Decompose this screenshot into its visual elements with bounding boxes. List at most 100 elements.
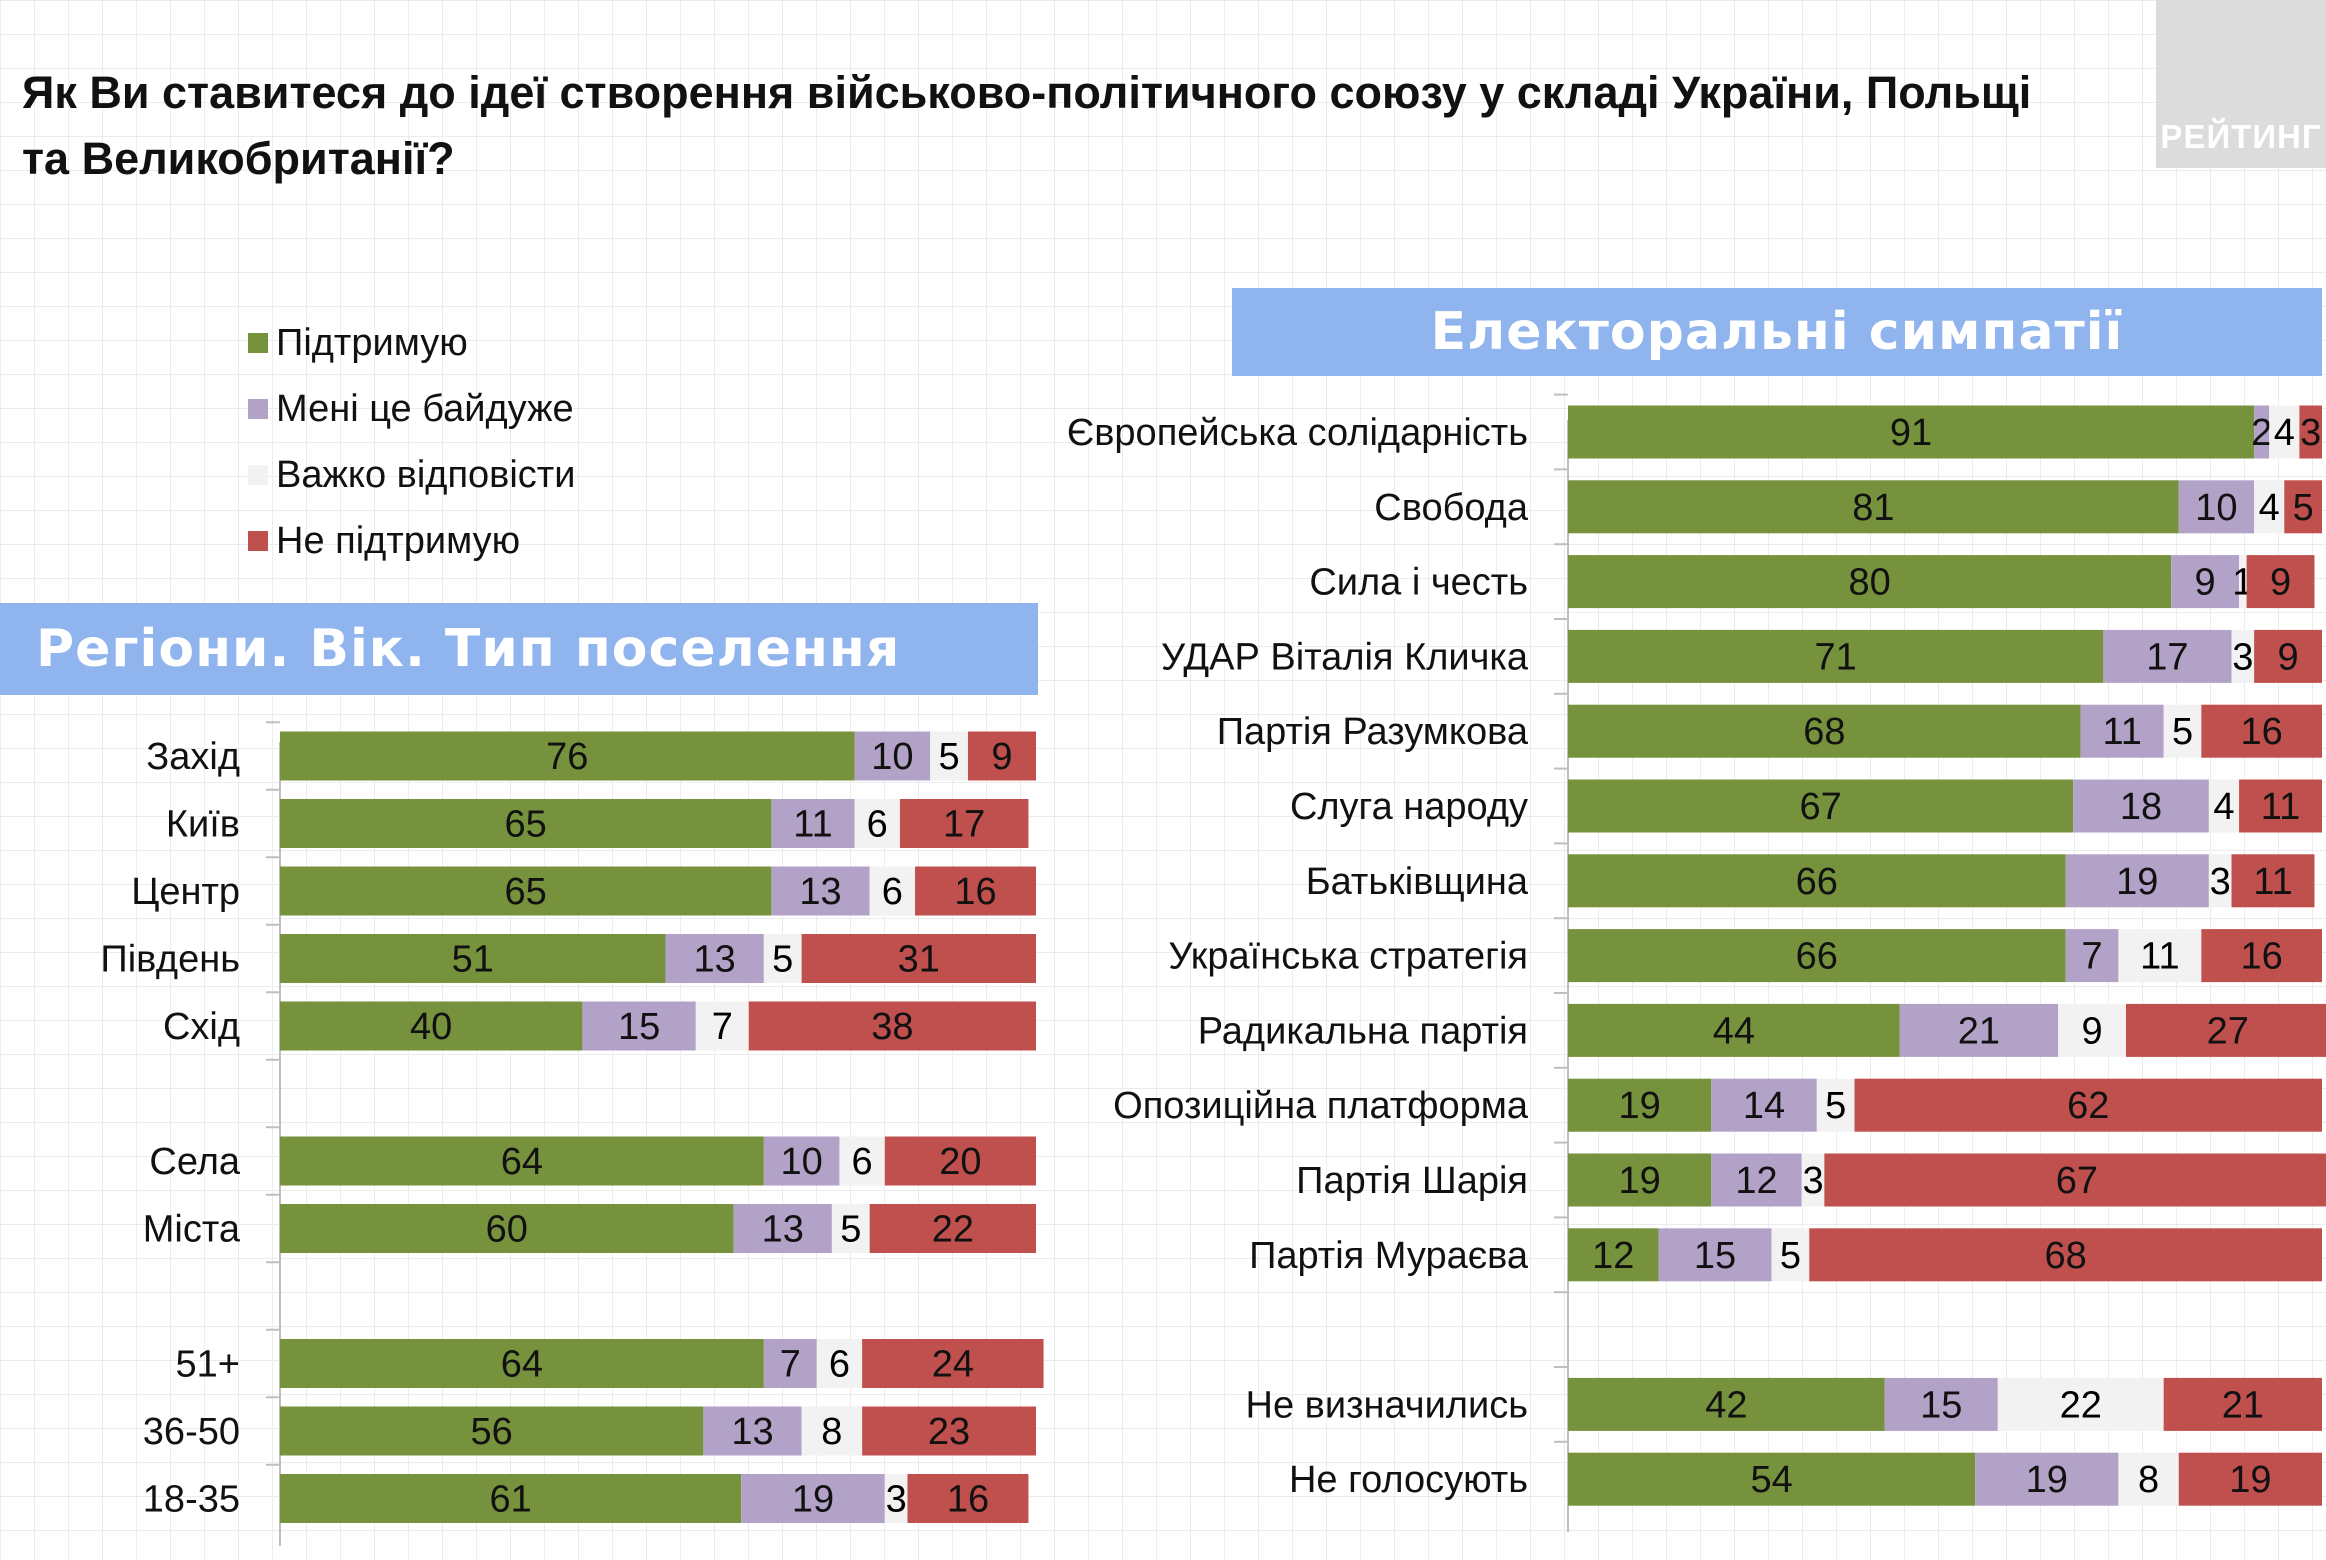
data-label-мені-це-байдуже-схід: 15 [618,1006,660,1048]
bar-segment-не-підтримую-удар-віталія-кличка [2254,629,2322,683]
data-label-важко-відповісти-радикальна-партія: 9 [2081,1010,2102,1052]
left-panel-title: Регіони. Вік. Тип поселення [0,603,1038,695]
data-label-не-підтримую-51: 24 [932,1344,974,1386]
bar-segment-мені-це-байдуже-центр [771,866,870,916]
bar-segment-підтримую-центр [280,866,772,916]
bar-segment-не-підтримую-радикальна-партія [2125,1003,2326,1057]
data-label-підтримую-свобода: 81 [1852,487,1894,529]
data-label-мені-це-байдуже-18-35: 19 [792,1479,834,1521]
data-label-мені-це-байдуже-партія-мураєва: 15 [1694,1235,1736,1277]
category-label-удар-віталія-кличка: УДАР Віталія Кличка [1161,636,1529,678]
data-label-не-підтримую-не-голосують: 19 [2229,1459,2271,1501]
data-label-важко-відповісти-південь: 5 [772,939,793,981]
data-label-підтримую-партія-мураєва: 12 [1592,1235,1634,1277]
data-label-підтримую-сила-і-честь: 80 [1848,562,1890,604]
data-label-важко-відповісти-свобода: 4 [2259,487,2280,529]
category-label-партія-разумкова: Партія Разумкова [1217,711,1529,753]
data-label-не-підтримую-удар-віталія-кличка: 9 [2277,636,2298,678]
data-label-не-підтримую-сила-і-честь: 9 [2270,562,2291,604]
data-label-важко-відповісти-36-50: 8 [821,1411,842,1453]
bar-segment-мені-це-байдуже-удар-віталія-кличка [2103,629,2232,683]
data-label-не-підтримую-18-35: 16 [947,1479,989,1521]
bar-segment-підтримую-опозиційна-платформа [1568,1078,1712,1132]
bar-segment-не-підтримую-партія-мураєва [1809,1228,2322,1282]
bar-segment-мені-це-байдуже-опозиційна-платформа [1711,1078,1817,1132]
category-label-центр: Центр [131,871,240,913]
bar-segment-не-підтримую-європейська-солідарність [2299,405,2322,459]
bar-segment-мені-це-байдуже-міста [733,1204,832,1253]
legend-item-not-support: Не підтримую [248,508,575,574]
data-label-підтримую-слуга-народу: 67 [1799,786,1841,828]
data-label-важко-відповісти-міста: 5 [840,1209,861,1251]
bar-segment-підтримую-схід [280,1001,583,1051]
data-label-мені-це-байдуже-сила-і-честь: 9 [2195,562,2216,604]
bar-segment-важко-відповісти-опозиційна-платформа [1816,1078,1855,1132]
data-label-важко-відповісти-не-голосують: 8 [2138,1459,2159,1501]
bar-segment-важко-відповісти-51 [816,1339,863,1388]
bar-segment-підтримую-українська-стратегія [1568,929,2066,983]
bar-segment-мені-це-байдуже-слуга-народу [2073,779,2209,833]
right-panel-title: Електоральні симпатії [1232,288,2322,376]
data-label-підтримую-18-35: 61 [489,1479,531,1521]
bar-segment-важко-відповісти-сила-і-честь [2239,555,2247,609]
data-label-важко-відповісти-51: 6 [829,1344,850,1386]
category-label-українська-стратегія: Українська стратегія [1168,936,1528,978]
bar-segment-мені-це-байдуже-партія-мураєва [1658,1228,1772,1282]
bar-segment-підтримую-села [280,1136,764,1186]
bar-segment-підтримую-міста [280,1204,734,1253]
bar-segment-підтримую-південь [280,934,666,983]
bar-segment-підтримую-батьківщина [1568,854,2066,908]
data-label-важко-відповісти-партія-разумкова: 5 [2172,711,2193,753]
data-label-підтримую-українська-стратегія: 66 [1796,936,1838,978]
bar-segment-не-підтримую-схід [748,1001,1036,1051]
category-label-міста: Міста [143,1209,241,1251]
bar-segment-підтримую-європейська-солідарність [1568,405,2255,459]
bar-segment-мені-це-байдуже-радикальна-партія [1899,1003,2059,1057]
category-label-18-35: 18-35 [143,1479,240,1521]
bar-segment-не-підтримую-51 [862,1339,1044,1388]
bar-segment-підтримую-партія-разумкова [1568,704,2081,758]
data-label-важко-відповісти-захід: 5 [938,736,959,778]
bar-segment-не-підтримую-українська-стратегія [2201,929,2322,983]
bar-segment-підтримую-удар-віталія-кличка [1568,629,2104,683]
data-label-підтримую-центр: 65 [505,871,547,913]
bar-segment-важко-відповісти-радикальна-партія [2058,1003,2126,1057]
bar-segment-не-підтримую-сила-і-честь [2246,555,2315,609]
data-label-важко-відповісти-18-35: 3 [886,1479,907,1521]
data-label-підтримую-схід: 40 [410,1006,452,1048]
bar-segment-не-підтримую-центр [915,866,1036,916]
data-label-мені-це-байдуже-51: 7 [780,1344,801,1386]
data-label-важко-відповісти-центр: 6 [882,871,903,913]
data-label-важко-відповісти-опозиційна-платформа: 5 [1825,1085,1846,1127]
bar-segment-не-підтримую-партія-разумкова [2201,704,2322,758]
bar-segment-важко-відповісти-схід [695,1001,749,1051]
bar-segment-мені-це-байдуже-села [763,1136,840,1186]
bar-segment-підтримую-сила-і-честь [1568,555,2172,609]
bar-segment-мені-це-байдуже-південь [665,934,764,983]
bar-segment-важко-відповісти-села [839,1136,885,1186]
bar-segment-не-підтримую-партія-шарія [1824,1153,2326,1207]
question-title: Як Ви ставитеся до ідеї створення військ… [22,67,2032,184]
legend: Підтримую Мені це байдуже Важко відповіс… [248,310,575,574]
bar-segment-підтримую-не-голосують [1568,1452,1976,1506]
bar-segment-важко-відповісти-міста [831,1204,870,1253]
bar-segment-мені-це-байдуже-українська-стратегія [2065,929,2119,983]
category-label-радикальна-партія: Радикальна партія [1198,1010,1528,1052]
category-label-не-визначились: Не визначились [1246,1384,1528,1426]
data-label-не-підтримую-свобода: 5 [2293,487,2314,529]
bar-segment-мені-це-байдуже-сила-і-честь [2171,555,2240,609]
bar-segment-важко-відповісти-південь [763,934,802,983]
data-label-важко-відповісти-села: 6 [852,1141,873,1183]
bar-segment-мені-це-байдуже-свобода [2178,480,2255,534]
data-label-мені-це-байдуже-захід: 10 [871,736,913,778]
data-label-важко-відповісти-слуга-народу: 4 [2213,786,2234,828]
category-label-партія-шарія: Партія Шарія [1296,1160,1528,1202]
category-label-36-50: 36-50 [143,1411,240,1453]
data-label-мені-це-байдуже-українська-стратегія: 7 [2081,936,2102,978]
data-label-мені-це-байдуже-південь: 13 [694,939,736,981]
bar-segment-важко-відповісти-свобода [2254,480,2285,534]
data-label-підтримую-51: 64 [501,1344,543,1386]
bar-segment-не-підтримую-південь [801,934,1036,983]
data-label-підтримую-36-50: 56 [471,1411,513,1453]
bar-segment-підтримую-18-35 [280,1474,742,1523]
